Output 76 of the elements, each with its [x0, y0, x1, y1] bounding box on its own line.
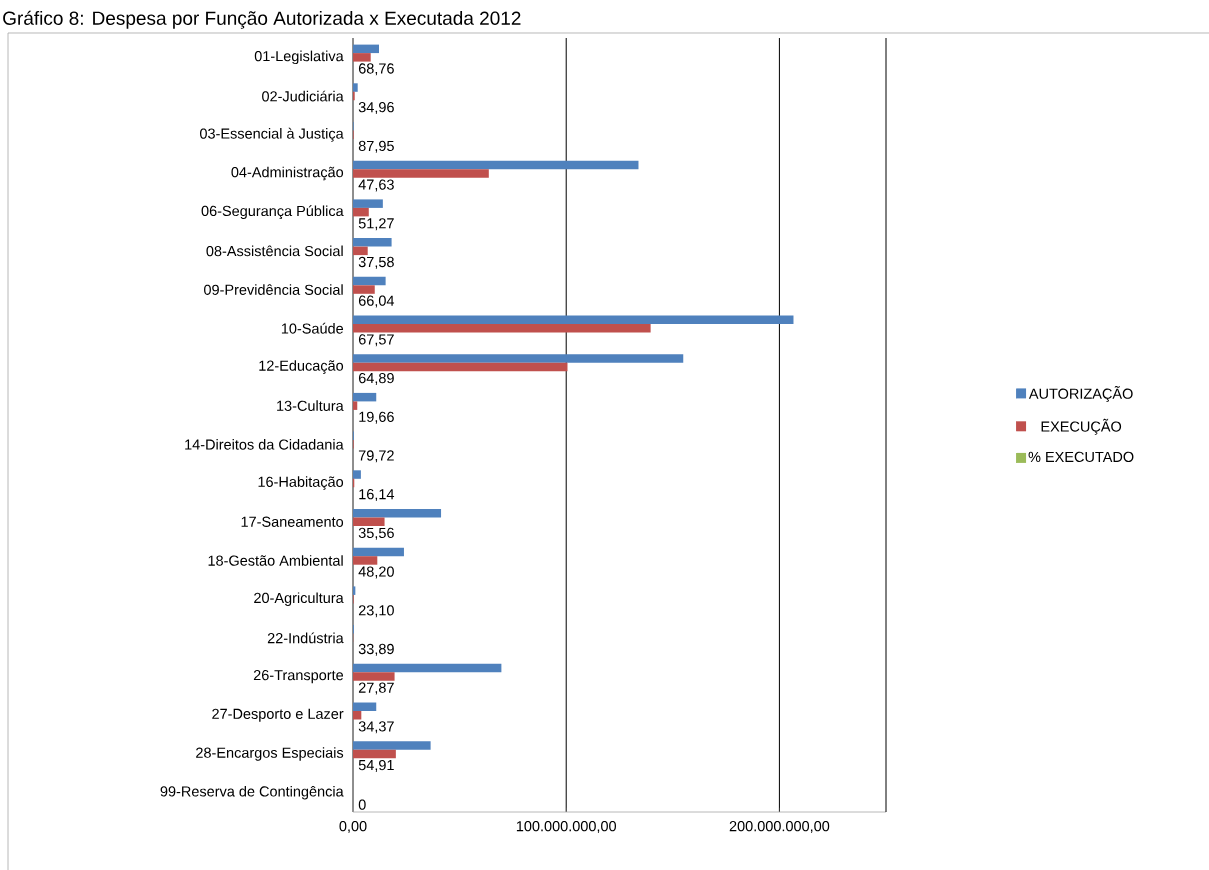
bar: [353, 169, 489, 178]
data-label: 0: [358, 799, 366, 810]
bar: [353, 324, 651, 333]
y-tick-label: 01-Legislativa: [254, 50, 344, 65]
y-tick-label: 27-Desporto e Lazer: [212, 708, 344, 722]
bar: [353, 276, 386, 286]
legend-label: EXECUÇÃO: [1041, 418, 1122, 435]
y-tick-label: 09-Previdência Social: [204, 284, 343, 295]
bar: [353, 53, 371, 62]
data-label: 87,95: [358, 140, 394, 153]
data-label: 47,63: [358, 179, 394, 192]
bar: [353, 672, 395, 681]
bar: [353, 749, 396, 759]
x-tick-label: 100.000.000,00: [516, 821, 617, 834]
bar: [353, 711, 362, 720]
data-label: 16,14: [359, 489, 395, 502]
data-label: 64,89: [358, 372, 394, 385]
y-tick-label: 08-Assistência Social: [206, 245, 343, 257]
data-label: 67,57: [358, 334, 394, 347]
y-tick-label: 28-Encargos Especiais: [196, 747, 344, 761]
data-label: 34,37: [358, 721, 394, 734]
legend-label: AUTORIZAÇÃO: [1028, 385, 1133, 402]
bar: [353, 663, 502, 673]
y-tick-label: 99-Reserva de Contingência: [160, 785, 344, 800]
bar: [353, 586, 356, 595]
bar: [353, 362, 568, 372]
bar: [353, 470, 361, 479]
bar: [353, 160, 639, 170]
bar: [353, 392, 377, 402]
y-tick-label: 02-Judiciária: [262, 90, 344, 102]
bar: [353, 199, 383, 208]
data-label: 35,56: [358, 527, 394, 540]
bar: [353, 702, 377, 712]
chart-title: Gráfico 8: Despesa por Função Autorizada x Executada 2012: [3, 10, 521, 29]
y-tick-label: 26-Transporte: [253, 669, 344, 684]
bar: [353, 246, 368, 256]
bar: [353, 556, 378, 565]
y-tick-label: 18-Gestão Ambiental: [208, 555, 343, 566]
legend-label: % EXECUTADO: [1028, 451, 1134, 463]
data-label: 51,27: [358, 218, 394, 231]
y-tick-label: 06-Segurança Pública: [201, 205, 344, 220]
data-label: 23,10: [358, 605, 394, 618]
data-label: 68,76: [358, 63, 394, 76]
data-label: 33,89: [358, 643, 394, 656]
x-tick-label: 0,00: [339, 821, 367, 834]
data-label: 34,96: [358, 102, 394, 115]
bar: [353, 44, 380, 54]
bar: [353, 741, 431, 750]
bar: [353, 517, 385, 527]
bar: [353, 401, 358, 410]
y-tick-label: 10-Saúde: [281, 322, 344, 334]
data-label: 48,20: [358, 566, 394, 579]
y-tick-label: 14-Direitos da Cidadania: [185, 439, 344, 450]
bar: [353, 547, 404, 557]
data-label: 79,72: [358, 450, 394, 463]
data-label: 19,66: [359, 411, 394, 424]
data-label: 27,87: [358, 682, 394, 695]
y-tick-label: 13-Cultura: [277, 400, 344, 411]
bar: [353, 509, 442, 518]
y-tick-label: 04-Administração: [231, 166, 344, 181]
bar: [353, 354, 684, 363]
data-label: 54,91: [358, 759, 394, 772]
data-label: 66,04: [358, 295, 395, 308]
bar: [353, 238, 392, 247]
bar: [353, 315, 794, 324]
bar: [353, 285, 375, 294]
y-tick-label: 16-Habitação: [258, 476, 344, 490]
y-tick-label: 17-Saneamento: [241, 516, 344, 527]
bar: [353, 83, 358, 92]
bar: [353, 207, 369, 217]
y-tick-label: 22-Indústria: [267, 632, 344, 644]
y-tick-label: 20-Agricultura: [254, 592, 344, 606]
x-tick-label: 200.000.000,00: [729, 821, 830, 834]
data-label: 37,58: [358, 256, 394, 269]
y-tick-label: 12-Educação: [259, 360, 344, 374]
y-tick-label: 03-Essencial à Justiça: [200, 127, 344, 142]
